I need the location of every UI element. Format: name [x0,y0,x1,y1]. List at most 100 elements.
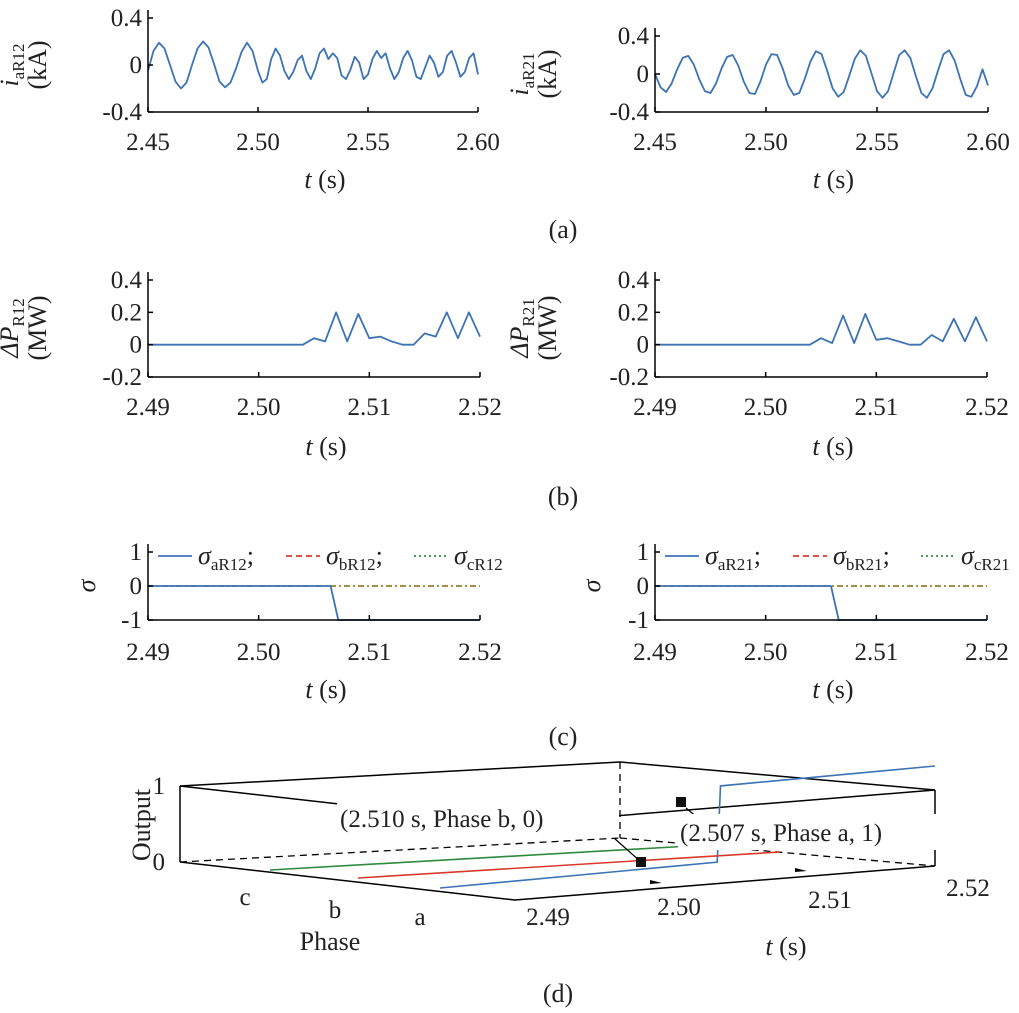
x-tick-label: 2.55 [346,129,390,156]
series-line-0 [148,311,481,346]
z-tick-label: 1 [153,773,166,800]
legend-entry-0: σaR21; [705,541,761,574]
x-tick-label: 2.51 [347,639,391,666]
x-tick-label: 2.50 [237,639,281,666]
chart-b-left: 0.4 0.2 0 -0.2 2.49 2.50 2.51 2.52 t (s) ΔPR12(MW… [0,267,502,461]
y-axis-symbol: iaR21 [505,52,538,95]
x-tick-label: 2.50 [744,394,788,421]
x-tick-label: 2.50 [236,129,280,156]
series-line-1 [655,585,987,621]
y-tick-label: -0.2 [102,364,142,391]
y-axis-label: σ [72,578,101,592]
top-back-edge [179,761,621,787]
front-right-bottom-edge [514,865,936,901]
y-tick-label: 1 [130,539,143,566]
x-tick-label: 2.52 [965,394,1009,421]
x-tick-label: 2.51 [808,887,852,914]
y-axis-symbol: iaR12 [0,43,28,86]
y-tick-label: -0.4 [102,99,142,126]
front-bottom-edge [179,861,516,901]
chart-b-right: 0.4 0.2 0 -0.2 2.49 2.50 2.51 2.52 t (s) ΔPR21(MW… [505,267,1009,461]
x-tick-label: 2.45 [633,129,677,156]
annotation-bg [337,800,619,836]
annotation-leader [613,837,642,863]
y-tick-label: 0.4 [618,267,650,294]
y-axis-unit: (kA) [533,49,562,98]
x-axis-label: t (s) [305,432,346,461]
x-tick-label: 2.55 [855,129,899,156]
caption-c: (c) [549,722,578,751]
y-tick-label: -1 [121,607,142,634]
y-tick-label: -1 [628,607,649,634]
series-line-1 [148,585,480,621]
phase-tick-b: b [329,897,342,924]
z-axis-label: Output [127,788,156,861]
y-axis-symbol: σ [72,578,101,592]
x-tick-label: 2.50 [657,894,701,921]
legend-entry-1: σbR21; [833,541,890,574]
x-tick-label: 2.50 [744,129,788,156]
y-tick-label: 0 [130,332,143,359]
phase-axis-label: Phase [300,927,361,956]
legend-entry-0: σaR12; [198,541,254,574]
series-line-0 [655,312,988,346]
phase-tick-c: c [239,884,250,911]
x-axis-label: t (s) [305,675,346,704]
x-tick-label: 2.51 [854,639,898,666]
caption-d: (d) [543,979,573,1008]
caption-a: (a) [549,215,578,244]
y-tick-label: 1 [637,539,650,566]
x-axis-label: t (s) [765,932,806,961]
y-tick-label: 0 [637,61,650,88]
x-tick-label: 2.51 [347,394,391,421]
x-tick-label: 2.49 [633,639,677,666]
x-tick-label: 2.60 [456,129,500,156]
y-tick-label: 0.4 [111,5,143,32]
y-tick-label: 0.4 [111,267,143,294]
y-tick-label: 0.2 [618,299,649,326]
y-axis-label: σ [577,578,606,592]
chart-c-left: 1 0 -1 2.49 2.50 2.51 2.52 t (s) σ σaR12; σbR12; σc… [72,539,503,704]
y-tick-label: 0 [637,332,650,359]
y-axis-symbol: σ [577,578,606,592]
y-axis-symbol: ΔPR12 [0,298,28,359]
x-axis-label: t (s) [813,165,854,194]
annotation-bg [678,814,950,850]
back-bottom-dashed [179,837,621,863]
annotation-phase-b: (2.510 s, Phase b, 0) [340,806,543,833]
x-tick-label: 2.49 [633,394,677,421]
legend-entry-2: σcR12 [454,541,503,574]
series-line-0 [147,40,479,90]
top-right-edge [619,761,936,791]
x-tick-label: 2.52 [458,394,502,421]
series-line-0 [654,49,989,99]
y-tick-label: -0.4 [609,99,649,126]
x-tick-label: 2.52 [458,639,502,666]
x-tick-label: 2.45 [126,129,170,156]
y-axis-label: iaR21(kA) [505,49,562,98]
arrow-marker [795,868,807,872]
y-tick-label: 0 [637,573,650,600]
x-tick-label: 2.50 [744,639,788,666]
chart-c-right: 1 0 -1 2.49 2.50 2.51 2.52 t (s) σ σaR21; σbR21; σc… [577,539,1010,704]
y-tick-label: -0.2 [609,364,649,391]
y-tick-label: 0.4 [618,23,650,50]
x-tick-label: 2.51 [854,394,898,421]
phase-line-b [357,851,781,879]
y-tick-label: 0 [130,52,143,79]
caption-b: (b) [548,482,578,511]
annotation-phase-a: (2.507 s, Phase a, 1) [680,820,882,847]
z-axis-label-text: Output [127,788,156,861]
x-tick-label: 2.60 [966,129,1010,156]
y-axis-unit: (MW) [23,296,52,361]
z-tick-label: 0 [153,849,166,876]
y-tick-label: 0 [130,573,143,600]
x-tick-label: 2.52 [946,875,990,902]
y-axis-label: ΔPR12(MW) [0,296,52,361]
chart-a-right: 0.4 0 -0.4 2.45 2.50 2.55 2.60 t (s) iaR21(kA) [505,23,1010,194]
x-tick-label: 2.49 [126,639,170,666]
y-axis-symbol: ΔPR21 [505,298,538,359]
data-marker [676,797,686,807]
